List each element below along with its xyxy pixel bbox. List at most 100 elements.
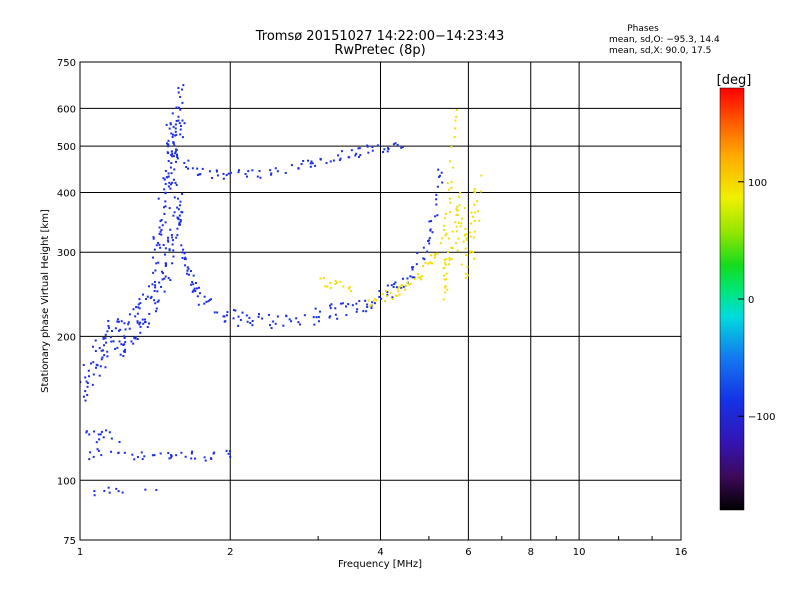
- data-point: [204, 459, 207, 462]
- data-point: [402, 277, 405, 280]
- data-point: [440, 171, 443, 174]
- data-point: [171, 236, 174, 239]
- data-point: [345, 314, 348, 317]
- data-point: [168, 457, 171, 460]
- data-point: [203, 295, 206, 298]
- data-point: [443, 274, 446, 277]
- data-point: [437, 168, 440, 171]
- data-point: [452, 166, 455, 169]
- data-point: [341, 302, 344, 305]
- data-point: [450, 181, 453, 184]
- data-point: [171, 239, 174, 242]
- data-point: [443, 258, 446, 261]
- data-point: [170, 233, 173, 236]
- data-point: [288, 318, 291, 321]
- data-point: [470, 211, 473, 214]
- data-point: [121, 491, 124, 494]
- data-point: [80, 381, 82, 384]
- data-point: [116, 318, 119, 321]
- data-point: [171, 243, 174, 246]
- data-point: [194, 282, 197, 285]
- data-point: [347, 303, 350, 306]
- data-point: [456, 213, 459, 216]
- data-point: [181, 211, 184, 214]
- data-point: [169, 122, 172, 125]
- data-point: [115, 487, 118, 490]
- data-point: [451, 230, 454, 233]
- data-point: [175, 184, 178, 187]
- data-point: [366, 145, 369, 148]
- data-point: [141, 458, 144, 461]
- data-point: [290, 164, 293, 167]
- data-point: [245, 314, 248, 317]
- data-point: [160, 285, 163, 288]
- data-point: [153, 280, 156, 283]
- data-point: [110, 340, 113, 343]
- data-point: [160, 233, 163, 236]
- data-point: [123, 451, 126, 454]
- data-point: [148, 322, 151, 325]
- data-point: [119, 353, 122, 356]
- data-point: [150, 295, 153, 298]
- data-point: [123, 322, 126, 325]
- data-point: [182, 84, 185, 87]
- data-point: [462, 240, 465, 243]
- data-point: [194, 289, 197, 292]
- data-point: [448, 259, 451, 262]
- data-point: [396, 143, 399, 146]
- data-point: [141, 318, 144, 321]
- data-point: [473, 257, 476, 260]
- data-point: [119, 328, 122, 331]
- colorbar-tick-label: 100: [748, 178, 767, 189]
- data-point: [444, 234, 447, 237]
- data-point: [295, 317, 298, 320]
- data-point: [141, 293, 144, 296]
- data-point: [334, 307, 337, 310]
- data-point: [104, 333, 107, 336]
- data-point: [110, 450, 113, 453]
- phase-box-o-line: mean, sd,O: −95.3, 14.4: [609, 35, 720, 45]
- data-point: [99, 433, 102, 436]
- data-point: [428, 220, 431, 223]
- data-point: [100, 430, 103, 433]
- data-point: [373, 302, 376, 305]
- data-point: [151, 256, 154, 259]
- data-point: [177, 119, 180, 122]
- data-point: [334, 313, 337, 316]
- data-point: [159, 452, 162, 455]
- data-point: [274, 322, 277, 325]
- data-point: [136, 338, 139, 341]
- data-point: [152, 236, 155, 239]
- data-point: [439, 242, 442, 245]
- data-point: [110, 437, 113, 440]
- data-point: [168, 207, 171, 210]
- data-point: [477, 210, 480, 213]
- data-point: [446, 182, 449, 185]
- data-point: [443, 229, 446, 232]
- data-point: [431, 231, 434, 234]
- data-point: [370, 303, 373, 306]
- data-point: [172, 249, 175, 252]
- data-point: [427, 240, 430, 243]
- data-point: [395, 286, 398, 289]
- data-point: [284, 171, 287, 174]
- data-point: [454, 221, 457, 224]
- data-point: [116, 346, 119, 349]
- x-tick-label: 1: [77, 547, 83, 558]
- data-point: [106, 330, 109, 333]
- data-point: [164, 247, 167, 250]
- data-point: [303, 314, 306, 317]
- data-point: [429, 261, 432, 264]
- data-point: [348, 286, 351, 289]
- data-point: [155, 262, 158, 265]
- data-point: [102, 436, 105, 439]
- data-point: [472, 236, 475, 239]
- data-point: [163, 188, 166, 191]
- data-point: [445, 272, 448, 275]
- data-point: [441, 237, 444, 240]
- data-point: [164, 192, 167, 195]
- data-point: [237, 315, 240, 318]
- data-point: [329, 281, 332, 284]
- data-point: [464, 233, 467, 236]
- data-point: [207, 300, 210, 303]
